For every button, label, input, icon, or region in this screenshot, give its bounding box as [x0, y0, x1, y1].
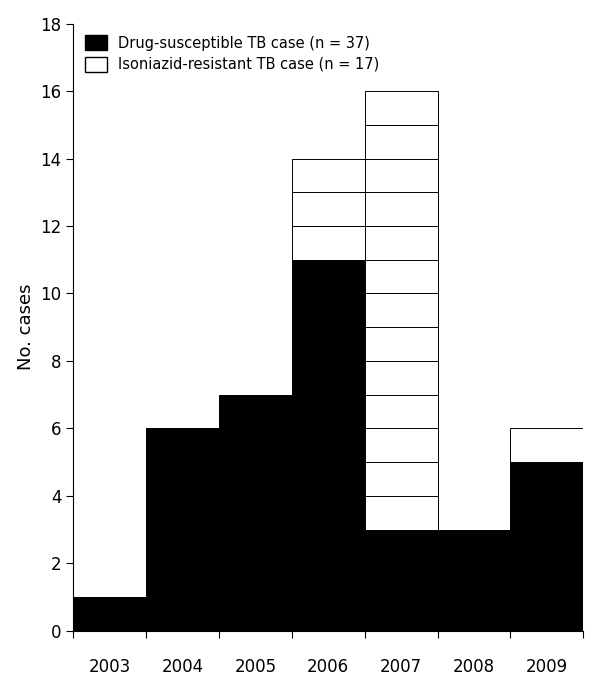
Bar	[365, 125, 437, 158]
Bar	[146, 462, 219, 496]
Bar	[146, 496, 219, 530]
Bar	[292, 226, 365, 260]
Bar	[219, 564, 292, 597]
Bar	[437, 597, 511, 630]
Text: 2006: 2006	[307, 658, 349, 676]
Bar	[365, 260, 437, 294]
Bar	[365, 226, 437, 260]
Legend: Drug-susceptible TB case (n = 37), Isoniazid-resistant TB case (n = 17): Drug-susceptible TB case (n = 37), Isoni…	[80, 31, 384, 76]
Bar	[292, 327, 365, 361]
Bar	[365, 327, 437, 361]
Bar	[73, 597, 146, 630]
Bar	[292, 395, 365, 429]
Bar	[292, 530, 365, 564]
Bar	[292, 496, 365, 530]
Bar	[365, 564, 437, 597]
Bar	[511, 462, 583, 496]
Bar	[365, 395, 437, 429]
Bar	[219, 462, 292, 496]
Bar	[437, 564, 511, 597]
Bar	[292, 597, 365, 630]
Bar	[365, 530, 437, 564]
Bar	[146, 564, 219, 597]
Bar	[146, 530, 219, 564]
Bar	[511, 597, 583, 630]
Bar	[146, 597, 219, 630]
Bar	[292, 361, 365, 395]
Bar	[292, 564, 365, 597]
Bar	[511, 564, 583, 597]
Bar	[511, 496, 583, 530]
Bar	[365, 158, 437, 192]
Text: 2007: 2007	[380, 658, 422, 676]
Bar	[365, 294, 437, 327]
Bar	[365, 429, 437, 462]
Bar	[219, 429, 292, 462]
Bar	[365, 462, 437, 496]
Bar	[146, 429, 219, 462]
Bar	[219, 496, 292, 530]
Bar	[511, 530, 583, 564]
Bar	[365, 192, 437, 226]
Text: 2004: 2004	[161, 658, 203, 676]
Bar	[292, 429, 365, 462]
Text: 2008: 2008	[453, 658, 495, 676]
Bar	[365, 91, 437, 125]
Bar	[511, 429, 583, 462]
Bar	[292, 192, 365, 226]
Bar	[292, 294, 365, 327]
Bar	[365, 496, 437, 530]
Bar	[219, 395, 292, 429]
Bar	[365, 597, 437, 630]
Bar	[292, 158, 365, 192]
Bar	[292, 462, 365, 496]
Bar	[219, 597, 292, 630]
Bar	[437, 530, 511, 564]
Text: 2003: 2003	[89, 658, 131, 676]
Text: 2009: 2009	[526, 658, 568, 676]
Bar	[365, 361, 437, 395]
Bar	[292, 260, 365, 294]
Text: 2005: 2005	[235, 658, 277, 676]
Bar	[219, 530, 292, 564]
Y-axis label: No. cases: No. cases	[17, 284, 35, 371]
